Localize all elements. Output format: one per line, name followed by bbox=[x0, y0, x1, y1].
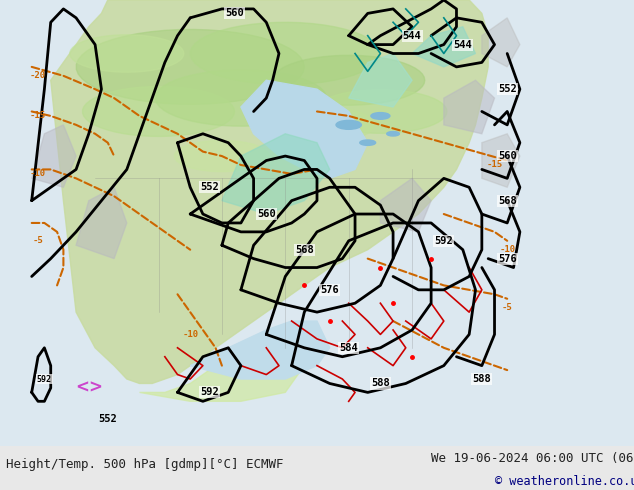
Polygon shape bbox=[51, 0, 488, 384]
Text: -5: -5 bbox=[502, 303, 512, 312]
Polygon shape bbox=[32, 125, 76, 187]
Text: 568: 568 bbox=[295, 245, 314, 255]
Polygon shape bbox=[174, 141, 269, 172]
Text: 568: 568 bbox=[498, 196, 517, 206]
Text: 560: 560 bbox=[498, 151, 517, 161]
Polygon shape bbox=[82, 87, 235, 136]
Polygon shape bbox=[0, 0, 634, 446]
Polygon shape bbox=[241, 80, 368, 178]
Text: 584: 584 bbox=[339, 343, 358, 353]
Polygon shape bbox=[482, 18, 520, 67]
Text: 560: 560 bbox=[225, 8, 244, 19]
Text: -15: -15 bbox=[30, 111, 46, 121]
Text: Height/Temp. 500 hPa [gdmp][°C] ECMWF: Height/Temp. 500 hPa [gdmp][°C] ECMWF bbox=[6, 458, 284, 471]
Text: 576: 576 bbox=[320, 285, 339, 295]
Text: 552: 552 bbox=[98, 414, 117, 424]
Polygon shape bbox=[76, 187, 127, 259]
Text: -10: -10 bbox=[499, 245, 515, 254]
Text: 560: 560 bbox=[257, 209, 276, 219]
Ellipse shape bbox=[387, 131, 399, 136]
Polygon shape bbox=[190, 321, 330, 379]
Text: We 19-06-2024 06:00 UTC (06+24): We 19-06-2024 06:00 UTC (06+24) bbox=[431, 452, 634, 465]
Text: 576: 576 bbox=[498, 254, 517, 264]
Text: 592: 592 bbox=[200, 388, 219, 397]
Text: 588: 588 bbox=[371, 378, 390, 389]
Text: <>: <> bbox=[75, 378, 103, 396]
Polygon shape bbox=[76, 29, 304, 104]
Text: 592: 592 bbox=[37, 374, 52, 384]
Polygon shape bbox=[444, 80, 495, 134]
Ellipse shape bbox=[371, 113, 390, 119]
Text: 552: 552 bbox=[200, 182, 219, 192]
Text: 588: 588 bbox=[472, 374, 491, 384]
Polygon shape bbox=[222, 134, 330, 214]
Polygon shape bbox=[273, 55, 425, 105]
Ellipse shape bbox=[336, 121, 361, 129]
Polygon shape bbox=[70, 35, 184, 72]
Text: 552: 552 bbox=[498, 84, 517, 94]
Polygon shape bbox=[380, 178, 431, 232]
Text: 544: 544 bbox=[453, 40, 472, 49]
Text: -5: -5 bbox=[33, 236, 43, 245]
Polygon shape bbox=[314, 90, 447, 133]
Polygon shape bbox=[412, 27, 476, 67]
Text: 544: 544 bbox=[403, 31, 422, 41]
Text: 592: 592 bbox=[434, 236, 453, 246]
Text: -20: -20 bbox=[30, 72, 46, 80]
Polygon shape bbox=[260, 106, 374, 144]
Polygon shape bbox=[190, 23, 380, 85]
Polygon shape bbox=[155, 70, 327, 126]
Text: -10: -10 bbox=[182, 330, 198, 339]
Ellipse shape bbox=[359, 140, 375, 146]
Text: © weatheronline.co.uk: © weatheronline.co.uk bbox=[495, 475, 634, 488]
Polygon shape bbox=[349, 53, 412, 107]
Text: -15: -15 bbox=[486, 161, 503, 170]
Text: -10: -10 bbox=[30, 170, 46, 178]
Polygon shape bbox=[482, 134, 520, 187]
Polygon shape bbox=[139, 334, 304, 401]
